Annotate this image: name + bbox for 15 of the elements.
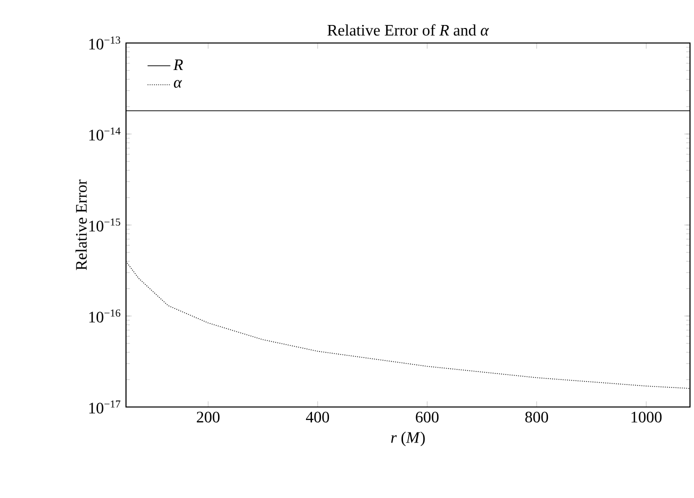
chart-title: Relative Error of R and α <box>327 24 489 36</box>
x-tick-label: 200 <box>196 412 220 423</box>
y-tick-label: 10$^{−13}$ <box>89 36 120 50</box>
legend-label: R <box>173 60 183 70</box>
legend-label: α <box>174 80 182 88</box>
x-tick-label: 400 <box>306 412 330 423</box>
x-axis-title: r (M) <box>391 432 425 446</box>
y-tick-label: 10$^{−17}$ <box>89 400 120 414</box>
y-tick-label: 10$^{−15}$ <box>89 218 120 232</box>
x-tick-label: 1000 <box>632 412 662 423</box>
x-tick-label: 800 <box>525 412 548 423</box>
y-tick-label: 10$^{−14}$ <box>89 128 120 141</box>
y-axis-title: Relative Error <box>76 180 87 270</box>
x-tick-label: 600 <box>416 412 439 423</box>
y-tick-label: 10$^{−16}$ <box>89 309 120 323</box>
